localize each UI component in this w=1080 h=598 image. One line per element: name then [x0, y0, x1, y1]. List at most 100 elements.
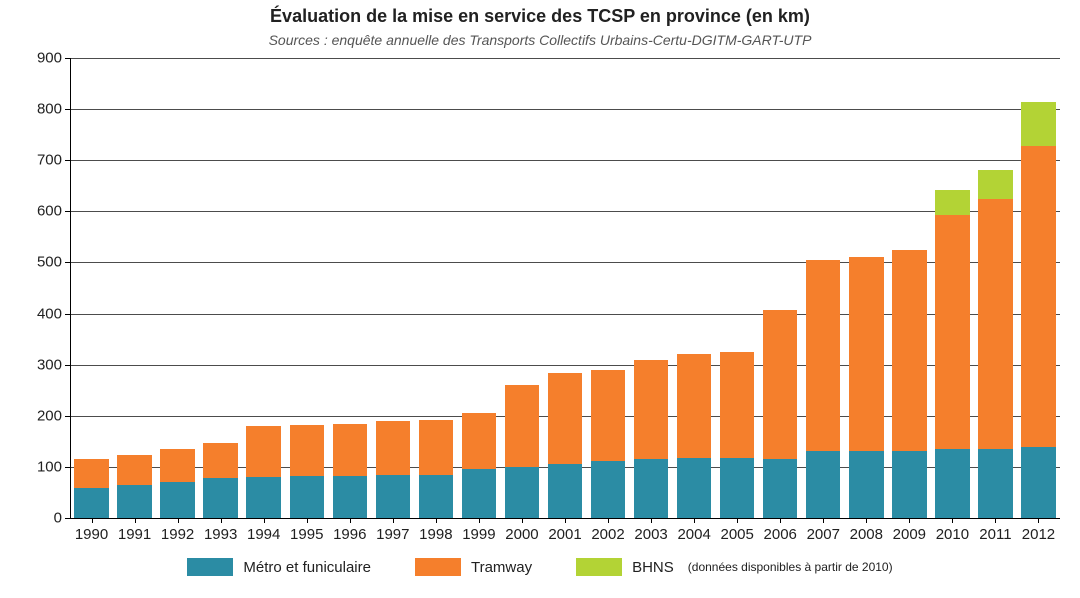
x-tick-label: 2004	[677, 526, 710, 543]
bar-segment-tramway	[634, 360, 668, 460]
x-tick	[221, 518, 222, 523]
bar-segment-bhns	[935, 190, 969, 215]
bar-segment-tramway	[978, 199, 1012, 449]
x-tick	[737, 518, 738, 523]
bar-group	[1021, 58, 1055, 518]
x-tick	[1038, 518, 1039, 523]
bar-group	[462, 58, 496, 518]
x-tick-label: 1995	[290, 526, 323, 543]
bar-segment-metro	[978, 449, 1012, 518]
legend-label: Tramway	[471, 559, 532, 576]
bar-segment-tramway	[806, 260, 840, 450]
bar-group	[720, 58, 754, 518]
x-tick-label: 2006	[764, 526, 797, 543]
legend-item-tramway: Tramway	[415, 558, 532, 576]
x-tick	[565, 518, 566, 523]
x-tick	[135, 518, 136, 523]
bar-group	[892, 58, 926, 518]
bar-segment-tramway	[548, 373, 582, 464]
x-tick-label: 2010	[936, 526, 969, 543]
y-tick-label: 600	[12, 203, 62, 220]
x-tick	[307, 518, 308, 523]
x-tick-label: 1992	[161, 526, 194, 543]
y-tick-label: 500	[12, 254, 62, 271]
legend-item-bhns: BHNS (données disponibles à partir de 201…	[576, 558, 893, 576]
bar-group	[333, 58, 367, 518]
bar-segment-tramway	[160, 449, 194, 482]
bar-group	[290, 58, 324, 518]
x-tick-label: 2005	[720, 526, 753, 543]
x-tick	[952, 518, 953, 523]
bar-segment-tramway	[376, 421, 410, 475]
bar-segment-metro	[203, 478, 237, 518]
legend-note: (données disponibles à partir de 2010)	[688, 560, 893, 574]
x-tick-label: 2011	[979, 526, 1011, 543]
bar-group	[376, 58, 410, 518]
bar-segment-metro	[74, 488, 108, 518]
bar-group	[246, 58, 280, 518]
y-tick-label: 800	[12, 101, 62, 118]
bar-group	[978, 58, 1012, 518]
bar-segment-metro	[720, 458, 754, 518]
bar-segment-tramway	[203, 443, 237, 478]
x-tick-label: 1994	[247, 526, 280, 543]
y-tick	[65, 160, 70, 161]
y-tick-label: 0	[12, 510, 62, 527]
bar-segment-metro	[677, 458, 711, 518]
bar-group	[160, 58, 194, 518]
x-tick	[393, 518, 394, 523]
y-tick-label: 200	[12, 407, 62, 424]
bar-group	[677, 58, 711, 518]
x-tick	[651, 518, 652, 523]
x-tick	[909, 518, 910, 523]
legend-item-metro: Métro et funiculaire	[187, 558, 371, 576]
legend-label: BHNS	[632, 559, 674, 576]
bar-segment-metro	[763, 459, 797, 518]
bar-segment-tramway	[591, 370, 625, 461]
bar-segment-metro	[290, 476, 324, 518]
bar-segment-tramway	[117, 455, 151, 485]
y-tick	[65, 416, 70, 417]
y-tick	[65, 314, 70, 315]
bar-segment-tramway	[677, 354, 711, 458]
x-tick-label: 1991	[118, 526, 151, 543]
bar-segment-metro	[505, 467, 539, 518]
x-tick-label: 2001	[548, 526, 581, 543]
bar-segment-tramway	[720, 352, 754, 458]
x-tick	[522, 518, 523, 523]
bar-segment-metro	[591, 461, 625, 518]
bar-segment-metro	[548, 464, 582, 518]
bar-segment-metro	[849, 451, 883, 518]
chart-container: Évaluation de la mise en service des TCS…	[0, 0, 1080, 598]
chart-title: Évaluation de la mise en service des TCS…	[0, 6, 1080, 27]
y-tick	[65, 58, 70, 59]
bar-group	[419, 58, 453, 518]
bar-segment-tramway	[290, 425, 324, 476]
bar-segment-metro	[419, 475, 453, 518]
bar-segment-metro	[892, 451, 926, 518]
x-tick	[823, 518, 824, 523]
bar-segment-bhns	[978, 170, 1012, 198]
bar-segment-tramway	[1021, 146, 1055, 448]
bar-segment-metro	[634, 459, 668, 518]
bar-group	[203, 58, 237, 518]
bar-segment-tramway	[892, 250, 926, 450]
bar-segment-tramway	[246, 426, 280, 477]
bar-segment-metro	[333, 476, 367, 518]
y-tick-label: 100	[12, 458, 62, 475]
x-tick	[479, 518, 480, 523]
bar-group	[74, 58, 108, 518]
bar-group	[634, 58, 668, 518]
bar-segment-tramway	[935, 215, 969, 449]
x-tick-label: 2000	[505, 526, 538, 543]
y-axis	[70, 58, 71, 518]
bar-group	[548, 58, 582, 518]
bar-segment-bhns	[1021, 102, 1055, 145]
bar-segment-metro	[117, 485, 151, 518]
x-tick-label: 1990	[75, 526, 108, 543]
x-tick	[92, 518, 93, 523]
legend-swatch	[415, 558, 461, 576]
bar-segment-tramway	[462, 413, 496, 469]
bar-segment-metro	[246, 477, 280, 518]
y-tick	[65, 262, 70, 263]
